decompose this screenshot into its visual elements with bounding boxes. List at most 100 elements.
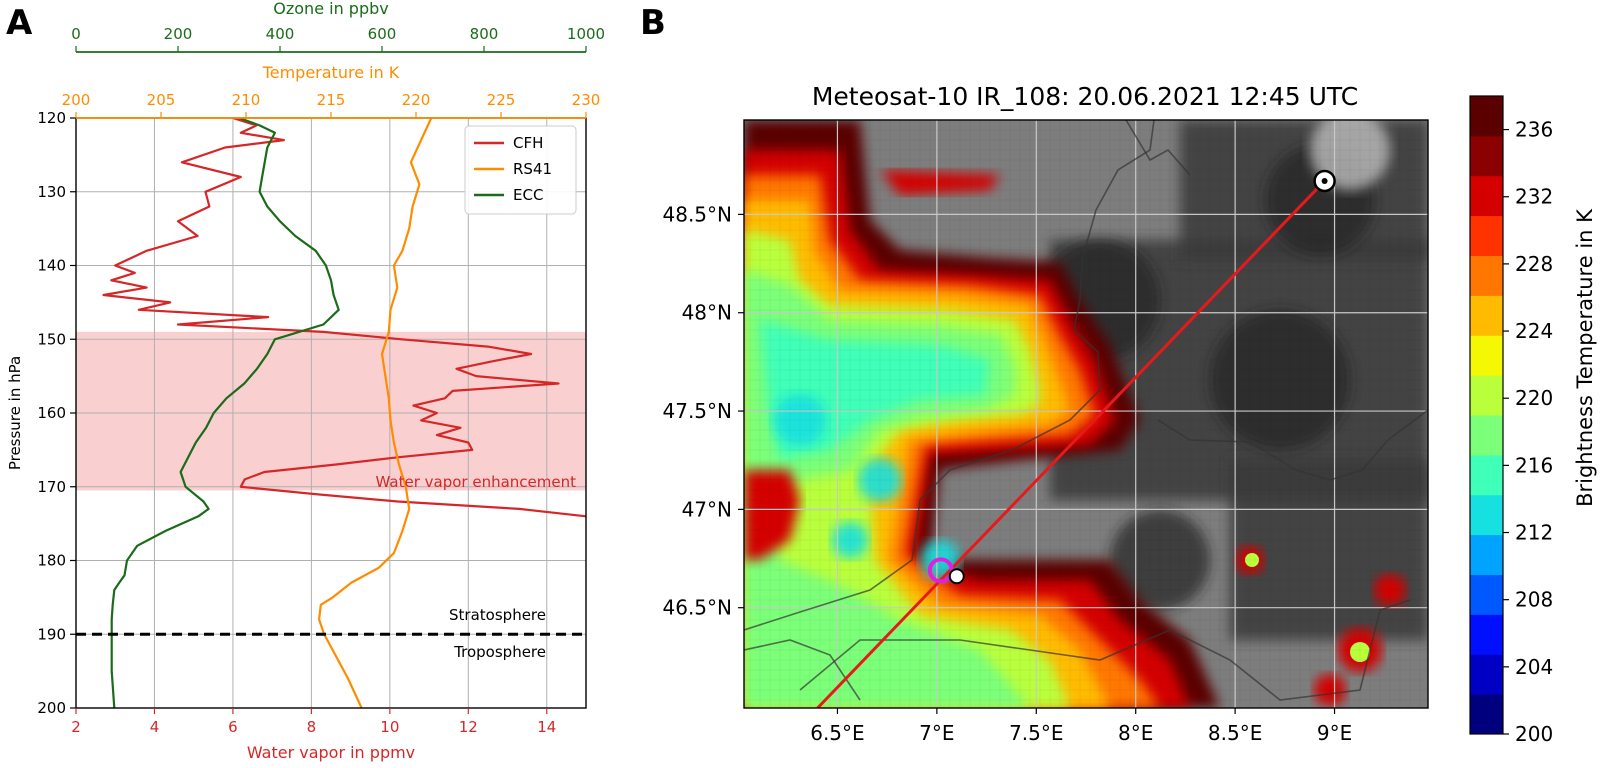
colorbar-tick-label: 204 [1515, 655, 1553, 679]
ozone-axis-label: Ozone in ppbv [273, 0, 388, 18]
enhancement-point-marker [948, 568, 965, 585]
temp-tick-label: 230 [572, 91, 601, 109]
y-tick-label: 170 [37, 478, 66, 496]
colorbar-segment [1470, 694, 1503, 735]
ozone-tick-label: 1000 [567, 25, 605, 43]
series-line-rs41 [318, 118, 433, 708]
colorbar-segment [1470, 494, 1503, 536]
lat-tick-label: 47°N [682, 497, 732, 521]
colorbar-segment [1470, 255, 1503, 296]
y-tick-label: 200 [37, 699, 66, 717]
colorbar-segment [1470, 295, 1503, 336]
colorbar-tick-label: 208 [1515, 588, 1553, 612]
stratosphere-label: Stratosphere [449, 606, 546, 624]
border-west [744, 120, 1155, 631]
y-tick-label: 120 [37, 109, 66, 127]
lat-tick-label: 46.5°N [663, 596, 733, 620]
trajectory-line [816, 179, 1326, 708]
temp-tick-label: 210 [232, 91, 261, 109]
ozone-tick-label: 800 [470, 25, 499, 43]
y-tick-label: 190 [37, 625, 66, 643]
colorbar-tick-label: 236 [1515, 118, 1553, 142]
legend-entry-ecc: ECC [513, 186, 543, 204]
wv-tick-label: 10 [380, 718, 399, 736]
colorbar-tick-label: 224 [1515, 319, 1553, 343]
ozone-tick-label: 0 [71, 25, 81, 43]
panel-b-frame [743, 119, 1429, 709]
enhancement-label: Water vapor enhancement [376, 473, 577, 491]
wv-tick-label: 12 [459, 718, 478, 736]
colorbar-tick-label: 212 [1515, 521, 1553, 545]
wv-tick-label: 2 [71, 718, 81, 736]
border-north [1125, 120, 1191, 176]
panel-a-label: A [6, 3, 33, 43]
y-tick-label: 130 [37, 183, 66, 201]
wv-tick-label: 4 [150, 718, 160, 736]
launch-site-dot [1321, 177, 1328, 184]
ozone-tick-label: 600 [368, 25, 397, 43]
colorbar-segment [1470, 534, 1503, 575]
lon-tick-label: 9°E [1317, 721, 1352, 745]
wv-tick-label: 8 [307, 718, 317, 736]
legend-entry-rs41: RS41 [513, 160, 552, 178]
lon-tick-label: 6.5°E [810, 721, 864, 745]
temp-tick-label: 220 [402, 91, 431, 109]
colorbar-segment [1470, 215, 1503, 256]
border-east [1157, 409, 1428, 481]
colorbar-segment [1470, 335, 1503, 376]
colorbar-segment [1470, 574, 1503, 615]
lat-tick-label: 47.5°N [663, 399, 733, 423]
colorbar-segment [1470, 654, 1503, 695]
colorbar-frame [1469, 95, 1504, 735]
lon-tick-label: 7.5°E [1009, 721, 1063, 745]
colorbar-segment [1470, 454, 1503, 496]
lon-tick-label: 8.5°E [1208, 721, 1262, 745]
colorbar-segment [1470, 375, 1503, 416]
y-tick-label: 160 [37, 404, 66, 422]
border-south [799, 599, 1411, 701]
temp-tick-label: 225 [487, 91, 516, 109]
temp-tick-label: 200 [62, 91, 91, 109]
series-line-ecc [110, 118, 340, 708]
lat-tick-label: 48°N [682, 301, 732, 325]
temp-tick-label: 205 [147, 91, 176, 109]
ozone-tick-label: 200 [164, 25, 193, 43]
panel-b-label: B [640, 3, 666, 43]
colorbar-segment [1470, 135, 1503, 177]
y-tick-label: 150 [37, 330, 66, 348]
y-axis-label: Pressure in hPa [6, 356, 24, 470]
lat-tick-label: 48.5°N [663, 202, 733, 226]
temp-tick-label: 215 [317, 91, 346, 109]
pixel-grid [744, 120, 1428, 708]
lon-tick-label: 8°E [1118, 721, 1153, 745]
colorbar-segment [1470, 175, 1503, 217]
y-tick-label: 140 [37, 257, 66, 275]
legend-entry-cfh: CFH [513, 134, 543, 152]
map-title: Meteosat-10 IR_108: 20.06.2021 12:45 UTC [812, 82, 1358, 111]
ozone-tick-label: 400 [266, 25, 295, 43]
wv-tick-label: 6 [228, 718, 238, 736]
y-tick-label: 180 [37, 552, 66, 570]
colorbar-tick-label: 220 [1515, 386, 1553, 410]
colorbar-tick-label: 216 [1515, 453, 1553, 477]
country-borders [744, 120, 1428, 701]
panel-b-map: 6.5°E 7°E 7.5°E 8°E 8.5°E 9°E 48.5°N 48°N 47.5°N… [663, 119, 1429, 745]
colorbar-segment [1470, 614, 1503, 655]
series-line-cfh [102, 118, 586, 518]
wv-tick-label: 14 [537, 718, 556, 736]
enhancement-region [76, 331, 586, 491]
colorbar-segment [1470, 415, 1503, 456]
temp-axis-label: Temperature in K [262, 63, 400, 82]
legend-box [464, 125, 577, 215]
lon-tick-label: 7°E [919, 721, 954, 745]
wv-axis-label: Water vapor in ppmv [247, 743, 415, 762]
colorbar-tick-label: 232 [1515, 185, 1553, 209]
troposphere-label: Troposphere [453, 643, 546, 661]
colorbar: 200 204 208 212 216 220 224 228 232 236 [1469, 95, 1553, 746]
colorbar-segment [1470, 96, 1503, 137]
colorbar-tick-label: 228 [1515, 252, 1553, 276]
colorbar-tick-label: 200 [1515, 722, 1553, 746]
colorbar-label: Brightness Temperature in K [1573, 208, 1597, 507]
